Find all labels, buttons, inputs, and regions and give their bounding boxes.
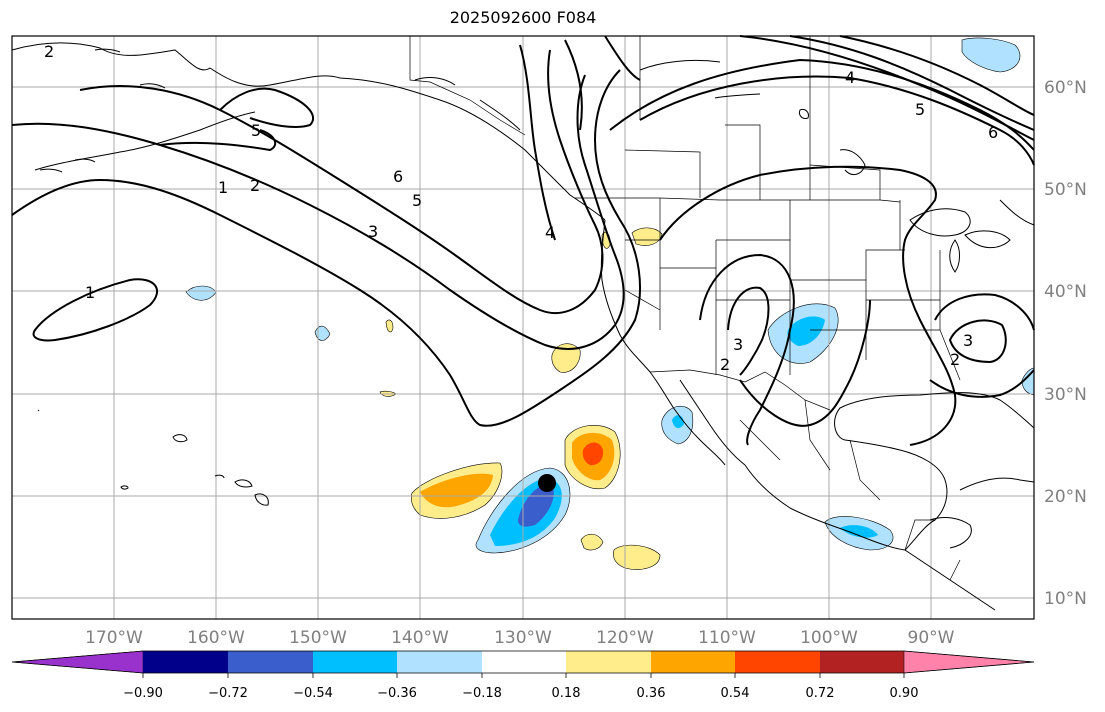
lon-label: 120°W	[596, 628, 654, 648]
contour-label: 2	[44, 42, 54, 61]
shade-blue-ne	[961, 37, 1021, 73]
shade-red-c	[582, 442, 604, 466]
colorbar-ticks	[142, 673, 905, 678]
lat-label: 30°N	[1044, 385, 1087, 405]
colorbar-segment	[397, 651, 482, 673]
contour-label: 3	[963, 331, 973, 350]
shade-yellow-1	[551, 343, 581, 373]
colorbar-tick-label: 0.36	[637, 686, 666, 701]
map-panel: 2 5 1 2 3 5 6 1 4 4 5 6 2 3 2 3	[11, 35, 1035, 620]
lat-label: 10°N	[1044, 589, 1087, 609]
contour-label: 5	[412, 191, 422, 210]
shade-orange-w	[420, 473, 493, 508]
colorbar-segment	[566, 651, 651, 673]
contour-label: 1	[85, 283, 95, 302]
map-title: 2025092600 F084	[449, 8, 597, 27]
contour-label: 5	[251, 121, 261, 140]
lon-label: 170°W	[85, 628, 143, 648]
political-borders	[409, 36, 961, 581]
contour-label-group: 2 5 1 2 3 5 6 1 4 4 5 6 2 3 2 3	[44, 42, 998, 374]
shade-cyan-ca	[840, 525, 878, 538]
lon-label: 90°W	[908, 628, 955, 648]
contour-label: 6	[988, 123, 998, 142]
shade-yellow-2	[631, 227, 663, 246]
lon-label: 110°W	[698, 628, 756, 648]
colorbar-tick-label: −0.18	[462, 686, 502, 701]
shade-cyan-us	[787, 316, 825, 346]
contour-label: 4	[545, 223, 555, 242]
shade-yellow-6	[580, 533, 604, 551]
contour-label: 5	[915, 100, 925, 119]
shade-royal-sw	[518, 483, 554, 527]
contour-lines	[11, 35, 1035, 446]
colorbar-tick-label: 0.18	[552, 686, 581, 701]
lon-label: 140°W	[391, 628, 449, 648]
contour-label: 2	[950, 350, 960, 369]
contour-label: 3	[733, 335, 743, 354]
lat-label: 50°N	[1044, 180, 1087, 200]
colorbar-segment	[482, 651, 566, 673]
contour-label: 1	[218, 178, 228, 197]
latitude-labels: 60°N 50°N 40°N 30°N 20°N 10°N	[1044, 78, 1087, 609]
colorbar-segment	[735, 651, 820, 673]
colorbar-tick-label: −0.90	[123, 686, 163, 701]
longitude-labels: 170°W 160°W 150°W 140°W 130°W 120°W 110°…	[85, 628, 955, 648]
colorbar: −0.90 −0.72 −0.54 −0.36 −0.18 0.18 0.36 …	[11, 650, 1035, 701]
colorbar-segment	[228, 651, 313, 673]
map-frame	[11, 35, 1035, 620]
lon-label: 100°W	[800, 628, 858, 648]
shade-yellow-4	[385, 319, 394, 333]
contour-label: 2	[720, 355, 730, 374]
lat-label: 40°N	[1044, 282, 1087, 302]
shade-blue-2	[314, 325, 331, 341]
lon-label: 160°W	[187, 628, 245, 648]
colorbar-tick-label: 0.90	[890, 686, 919, 701]
colorbar-tick-label: 0.54	[721, 686, 750, 701]
contour-label: 2	[250, 176, 260, 195]
colorbar-tick-label: −0.72	[208, 686, 248, 701]
contour-label: 6	[393, 167, 403, 186]
colorbar-segment	[143, 651, 228, 673]
location-marker	[538, 474, 556, 492]
colorbar-tick-label: −0.36	[377, 686, 417, 701]
colorbar-tick-label: 0.72	[806, 686, 835, 701]
lat-label: 20°N	[1044, 487, 1087, 507]
contour-label: 3	[368, 222, 378, 241]
colorbar-segment	[820, 651, 904, 673]
colorbar-tick-label: −0.54	[293, 686, 333, 701]
lat-label: 60°N	[1044, 78, 1087, 98]
colorbar-segment	[313, 651, 397, 673]
colorbar-extend-right	[903, 650, 1035, 674]
colorbar-extend-left	[11, 650, 144, 674]
lon-label: 150°W	[289, 628, 347, 648]
colorbar-segment	[651, 651, 735, 673]
contour-label: 4	[845, 68, 855, 87]
lon-label: 130°W	[494, 628, 552, 648]
coastlines	[11, 42, 1035, 611]
